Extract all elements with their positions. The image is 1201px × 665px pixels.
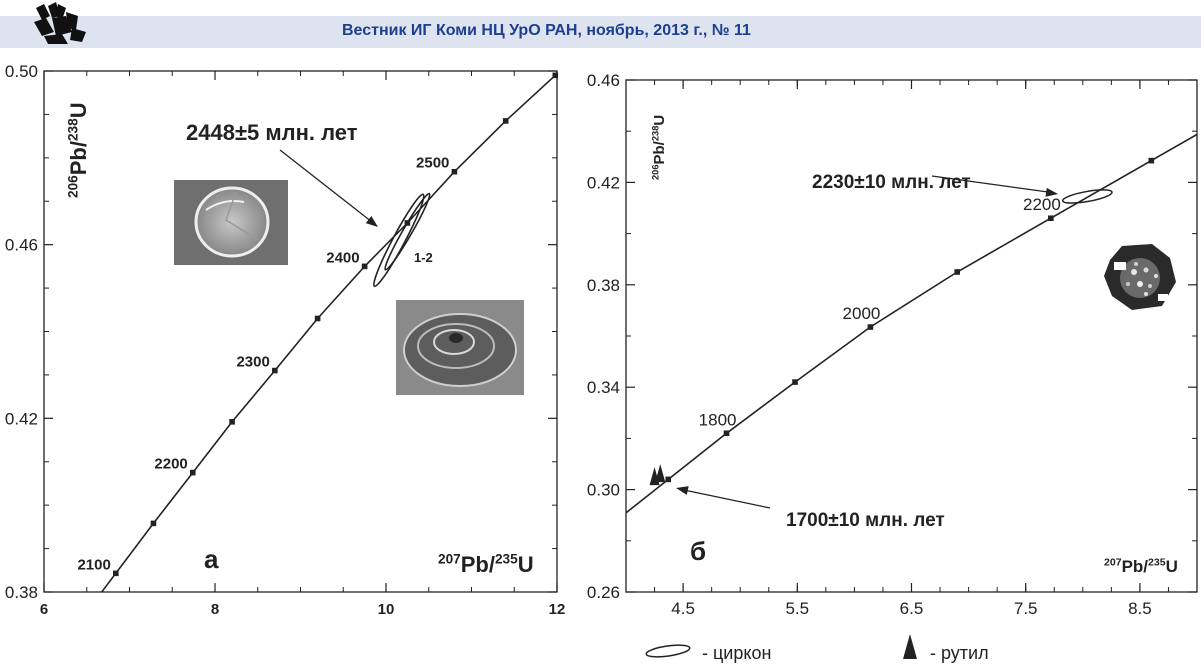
x-tick-label: 7.5 xyxy=(1014,599,1038,618)
age-annotation-2230: 2230±10 млн. лет xyxy=(812,172,971,193)
x-tick-label: 10 xyxy=(378,601,395,618)
age-annotation-arrowhead xyxy=(365,216,378,227)
zircon-photo-1 xyxy=(174,180,288,265)
axis-label-part: U xyxy=(1166,557,1178,576)
y-axis-label-b: 206Pb/238U xyxy=(650,115,668,180)
concordia-age-label: 2300 xyxy=(236,354,269,371)
concordia-age-marker xyxy=(451,168,458,175)
concordia-age-marker xyxy=(502,118,509,124)
rutile-marker xyxy=(655,464,666,483)
concordia-age-marker xyxy=(361,263,368,270)
axis-label-part: 207 xyxy=(438,552,461,567)
y-axis-label-a: 206Pb/238U xyxy=(66,102,91,198)
axis-label-part: 238 xyxy=(66,118,81,141)
y-tick-label: 0.30 xyxy=(587,481,620,500)
journal-header-title: Вестник ИГ Коми НЦ УрО РАН, ноябрь, 2013… xyxy=(342,22,751,39)
panel-label-b: б xyxy=(690,536,706,566)
y-tick-label: 0.26 xyxy=(587,583,620,602)
journal-logo-icon xyxy=(34,2,86,44)
concordia-age-label: 2500 xyxy=(416,155,449,172)
x-tick-label: 8 xyxy=(211,601,219,618)
ellipse-label: 1-2 xyxy=(414,250,433,265)
concordia-age-marker xyxy=(314,315,321,322)
legend-rutile-symbol xyxy=(903,634,917,659)
legend-zircon-label: - циркон xyxy=(702,643,771,663)
concordia-age-marker xyxy=(665,476,672,483)
axis-label-part: U xyxy=(651,115,668,126)
axis-label-part: 206 xyxy=(66,175,81,198)
zircon-photo-2 xyxy=(396,300,524,395)
x-tick-label: 5.5 xyxy=(785,599,809,618)
axis-label-part: 206 xyxy=(650,164,660,180)
concordia-age-label: 2400 xyxy=(326,249,359,266)
y-tick-label: 0.38 xyxy=(5,583,38,602)
axis-label-part: Pb/ xyxy=(1122,557,1149,576)
zircon-error-ellipse xyxy=(1061,189,1113,204)
concordia-age-label: 1800 xyxy=(699,410,737,429)
y-tick-label: 0.46 xyxy=(5,236,38,255)
x-tick-label: 6.5 xyxy=(900,599,924,618)
legend-zircon-symbol xyxy=(645,644,691,658)
y-tick-label: 0.46 xyxy=(587,71,620,90)
concordia-age-marker xyxy=(150,520,157,527)
age-annotation-arrow xyxy=(683,489,771,509)
age-annotation-arrowhead xyxy=(676,486,689,495)
y-tick-label: 0.34 xyxy=(587,378,620,397)
x-axis-label-a: 207Pb/235U xyxy=(438,552,534,577)
x-tick-label: 8.5 xyxy=(1128,599,1152,618)
concordia-age-marker xyxy=(792,379,798,385)
concordia-age-marker xyxy=(113,570,119,577)
concordia-age-marker xyxy=(552,72,559,79)
journal-header-bar xyxy=(0,16,1201,48)
x-axis-label-b: 207Pb/235U xyxy=(1104,557,1178,576)
y-tick-label: 0.50 xyxy=(5,62,38,81)
axis-label-part: 207 xyxy=(1104,557,1122,569)
axis-label-part: U xyxy=(66,102,91,118)
concordia-age-marker xyxy=(1148,157,1155,164)
rutile-photo xyxy=(1100,240,1180,315)
concordia-age-marker xyxy=(1048,215,1054,222)
axis-label-part: 235 xyxy=(495,552,518,567)
y-tick-label: 0.38 xyxy=(587,276,620,295)
x-tick-label: 6 xyxy=(40,601,48,618)
y-tick-label: 0.42 xyxy=(587,173,620,192)
age-annotation-arrow xyxy=(931,175,1049,193)
concordia-age-label: 2200 xyxy=(154,456,187,473)
axis-label-part: U xyxy=(518,552,534,577)
concordia-age-marker xyxy=(954,269,960,275)
concordia-age-label: 2000 xyxy=(843,304,881,323)
concordia-age-marker xyxy=(229,419,235,425)
concordia-age-marker xyxy=(723,430,730,437)
concordia-age-marker xyxy=(272,367,278,374)
zircon-error-ellipse xyxy=(384,192,431,271)
axis-label-part: 235 xyxy=(1148,557,1166,569)
concordia-curve-a xyxy=(100,72,557,592)
age-annotation-arrow xyxy=(279,149,373,223)
panel-label-a: а xyxy=(204,544,219,574)
age-annotation-1700: 1700±10 млн. лет xyxy=(786,510,945,531)
axis-label-part: Pb/ xyxy=(461,552,495,577)
zircon-error-ellipse xyxy=(373,193,425,288)
concordia-age-label: 2200 xyxy=(1023,195,1061,214)
axis-label-part: Pb/ xyxy=(651,140,668,164)
concordia-age-marker xyxy=(189,469,196,476)
age-annotation: 2448±5 млн. лет xyxy=(186,120,358,145)
x-tick-label: 12 xyxy=(549,601,566,618)
concordia-age-marker xyxy=(867,324,874,330)
legend-rutile-label: - рутил xyxy=(930,643,989,663)
age-annotation-arrowhead xyxy=(1045,187,1058,197)
x-tick-label: 4.5 xyxy=(671,599,695,618)
y-tick-label: 0.42 xyxy=(5,409,38,428)
concordia-age-label: 2100 xyxy=(77,556,110,573)
axis-label-part: 238 xyxy=(650,126,660,142)
axis-label-part: Pb/ xyxy=(66,141,91,175)
